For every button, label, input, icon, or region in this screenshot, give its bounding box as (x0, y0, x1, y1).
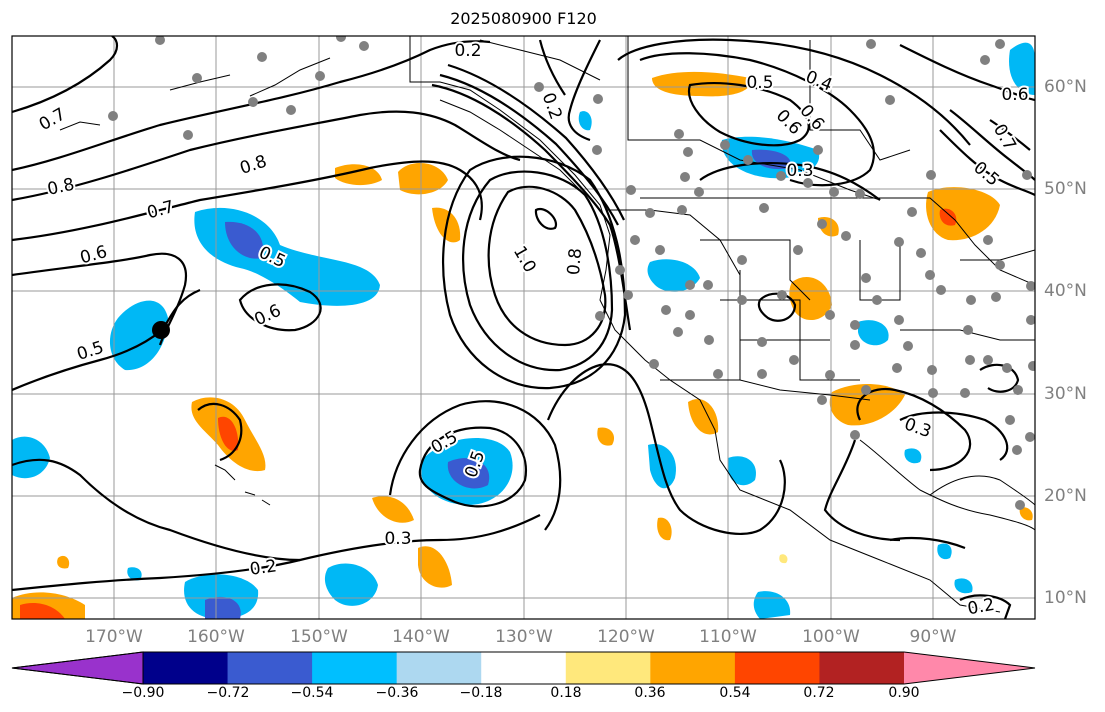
colorbar-tick: −0.18 (459, 685, 503, 701)
colorbar-tick: −0.72 (206, 685, 250, 701)
lon-label: 110°W (699, 627, 757, 647)
colorbar-tick: 0.18 (550, 685, 582, 701)
contour-label: 0.8 (564, 247, 586, 276)
contour-label: 0.2 (454, 41, 481, 61)
contour-label: 0.6 (1001, 85, 1028, 105)
station-dots (108, 36, 1035, 510)
anomaly-shading (12, 42, 1035, 619)
colorbar-tick: −0.36 (375, 685, 419, 701)
lat-label: 60°N (1044, 77, 1087, 97)
colorbar-tick: 0.72 (803, 685, 835, 701)
map-title: 2025080900 F120 (450, 9, 597, 28)
lon-label: 150°W (290, 627, 348, 647)
colorbar-tick: 0.36 (634, 685, 666, 701)
location-marker (152, 321, 170, 339)
lon-label: 170°W (85, 627, 143, 647)
lon-label: 160°W (187, 627, 245, 647)
contour-label: 0.2 (249, 556, 279, 580)
contour-label: 0.3 (384, 529, 411, 549)
lon-label: 120°W (597, 627, 655, 647)
lat-label: 40°N (1044, 281, 1087, 301)
lon-label: 100°W (802, 627, 860, 647)
contour-label-group: 0.2 0.5 0.4 0.6 0.7 0.8 0.6 0.7 0.8 0.7 … (34, 39, 1031, 621)
lon-label: 130°W (495, 627, 553, 647)
contour-label: 0.3 (786, 161, 813, 181)
lat-label: 50°N (1044, 179, 1087, 199)
colorbar-tick: −0.54 (290, 685, 334, 701)
lon-label: 140°W (392, 627, 450, 647)
lat-label: 10°N (1044, 588, 1087, 608)
colorbar-tick: −0.90 (121, 685, 165, 701)
contour-label: 0.5 (746, 73, 773, 93)
colorbar-tick: 0.54 (719, 685, 751, 701)
colorbar-tick: 0.90 (888, 685, 920, 701)
lon-label: 90°W (909, 627, 957, 647)
lat-label: 30°N (1044, 384, 1087, 404)
lat-label: 20°N (1044, 486, 1087, 506)
